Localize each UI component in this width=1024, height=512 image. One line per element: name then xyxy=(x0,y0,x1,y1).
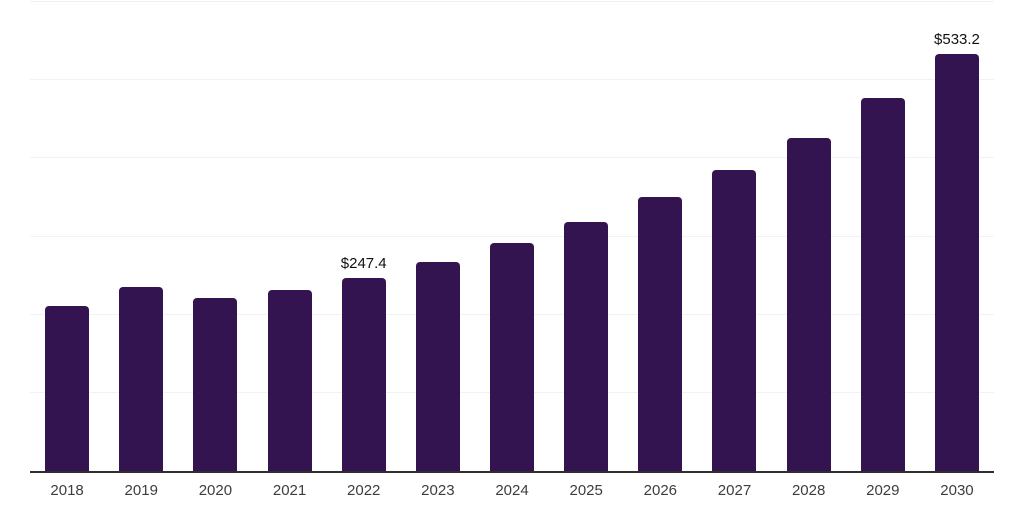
bar-band-2025 xyxy=(549,2,623,471)
x-tick-label-2026: 2026 xyxy=(643,482,678,499)
bar-2030 xyxy=(934,54,979,471)
bar-band-2020 xyxy=(178,2,252,471)
x-tick-label-2019: 2019 xyxy=(124,482,158,499)
x-tick-label-2022: 2022 xyxy=(347,482,381,499)
bar-2028 xyxy=(786,137,831,471)
bar-2020 xyxy=(193,298,238,471)
bar-2018 xyxy=(45,306,90,471)
x-tick-label-2028: 2028 xyxy=(791,482,826,499)
bar-2019 xyxy=(119,286,164,471)
bar-band-2022: $247.4 xyxy=(327,2,401,471)
bar-band-2029 xyxy=(846,2,920,471)
bar-2021 xyxy=(267,289,312,471)
bar-2024 xyxy=(490,242,535,471)
x-tick-label-2024: 2024 xyxy=(495,482,529,499)
bar-band-2028 xyxy=(772,2,846,471)
bar-band-2019 xyxy=(104,2,178,471)
plot-area: $247.4 $533.2 xyxy=(30,1,994,473)
x-tick-label-2018: 2018 xyxy=(50,482,84,499)
x-tick-label-2029: 2029 xyxy=(866,482,900,499)
bar-series: $247.4 $533.2 xyxy=(30,2,994,471)
bar-value-label-2030: $533.2 xyxy=(934,31,980,49)
bar-band-2024 xyxy=(475,2,549,471)
gridline-500 xyxy=(30,79,994,81)
x-tick-label-2027: 2027 xyxy=(717,482,752,499)
x-tick-label-2020: 2020 xyxy=(198,482,233,499)
bar-value-label-2022: $247.4 xyxy=(340,254,387,272)
gridline-600 xyxy=(30,1,994,2)
bar-band-2018 xyxy=(30,2,104,471)
x-tick-label-2030: 2030 xyxy=(940,482,974,499)
bar-2025 xyxy=(564,221,609,471)
bar-band-2026 xyxy=(623,2,697,471)
bar-2026 xyxy=(638,197,683,471)
bar-2022 xyxy=(341,277,386,471)
gridline-400 xyxy=(30,157,994,159)
x-axis-labels: 2018 2019 2020 2021 2022 2023 2024 2025 2026 2027… xyxy=(30,482,994,499)
gridline-300 xyxy=(30,235,994,237)
bar-band-2027 xyxy=(697,2,771,471)
bar-band-2023 xyxy=(401,2,475,471)
x-tick-label-2023: 2023 xyxy=(421,482,455,499)
bar-2029 xyxy=(860,97,905,471)
bar-band-2030: $533.2 xyxy=(920,2,994,471)
bar-2023 xyxy=(415,261,460,471)
bar-band-2021 xyxy=(252,2,326,471)
x-tick-label-2021: 2021 xyxy=(272,482,307,499)
x-tick-label-2025: 2025 xyxy=(569,482,603,499)
bar-2027 xyxy=(712,169,757,471)
